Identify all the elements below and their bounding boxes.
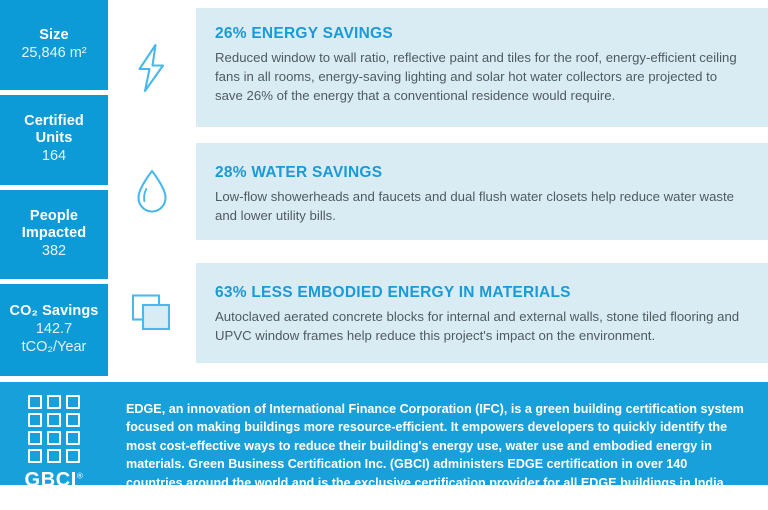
gbci-grid-cell xyxy=(66,449,80,463)
gbci-grid-cell xyxy=(28,431,42,445)
gbci-grid-icon xyxy=(28,395,80,463)
gbci-logo: GBCI® xyxy=(0,382,108,492)
feature-title-water-savings: 28% WATER SAVINGS xyxy=(215,164,383,181)
gbci-grid-cell xyxy=(28,413,42,427)
gbci-grid-cell xyxy=(47,395,61,409)
gbci-grid-cell xyxy=(66,431,80,445)
feature-panel-energy-savings: 26% ENERGY SAVINGS Reduced window to wal… xyxy=(196,8,768,127)
feature-description-energy-savings: Reduced window to wall ratio, reflective… xyxy=(215,50,737,103)
water-drop-icon xyxy=(108,143,196,240)
feature-panel-embodied-energy: 63% LESS EMBODIED ENERGY IN MATERIALS Au… xyxy=(196,263,768,363)
gbci-grid-cell xyxy=(47,431,61,445)
stat-card-certified-units: Certified Units 164 xyxy=(0,94,108,185)
feature-title-embodied-energy: 63% LESS EMBODIED ENERGY IN MATERIALS xyxy=(215,284,571,301)
feature-row-energy-savings: 26% ENERGY SAVINGS Reduced window to wal… xyxy=(108,8,768,127)
feature-row-embodied-energy: 63% LESS EMBODIED ENERGY IN MATERIALS Au… xyxy=(108,263,768,363)
stat-card-size: Size 25,846 m² xyxy=(0,0,108,90)
gbci-wordmark: GBCI® xyxy=(25,469,84,492)
stat-value-certified-units: 164 xyxy=(41,148,67,165)
gbci-grid-cell xyxy=(47,413,61,427)
stat-label-people-impacted: People Impacted xyxy=(21,207,87,242)
stat-unit-co2-savings: tCO₂/Year xyxy=(21,339,87,356)
footer-text-after-link: . xyxy=(295,493,299,508)
stat-card-people-impacted: People Impacted 382 xyxy=(0,189,108,280)
stacked-squares-icon xyxy=(108,263,196,363)
stat-card-co2-savings: CO₂ Savings 142.7 tCO₂/Year xyxy=(0,284,108,376)
feature-row-water-savings: 28% WATER SAVINGS Low-flow showerheads a… xyxy=(108,143,768,240)
gbci-registered-mark: ® xyxy=(76,471,84,481)
edge-certification-infographic: Size 25,846 m² Certified Units 164 Peopl… xyxy=(0,0,768,485)
feature-list: 26% ENERGY SAVINGS Reduced window to wal… xyxy=(108,0,768,376)
stat-label-size: Size xyxy=(39,26,69,43)
feature-description-embodied-energy: Autoclaved aerated concrete blocks for i… xyxy=(215,309,740,343)
gbci-grid-cell xyxy=(28,449,42,463)
stat-label-co2-savings: CO₂ Savings xyxy=(9,303,99,320)
footer-band: GBCI® EDGE, an innovation of Internation… xyxy=(0,382,768,508)
edge-gbci-link[interactable]: edge.gbci.org xyxy=(212,493,296,508)
stat-value-people-impacted: 382 xyxy=(41,243,67,260)
gbci-grid-cell xyxy=(28,395,42,409)
stat-label-certified-units: Certified Units xyxy=(24,113,84,147)
gbci-grid-cell xyxy=(47,449,61,463)
stat-value-size: 25,846 m² xyxy=(21,45,87,62)
gbci-wordmark-text: GBCI xyxy=(24,469,77,491)
footer-text-before-link: EDGE, an innovation of International Fin… xyxy=(126,402,744,508)
stats-sidebar: Size 25,846 m² Certified Units 164 Peopl… xyxy=(0,0,108,376)
gbci-grid-cell xyxy=(66,395,80,409)
stat-value-co2-savings: 142.7 xyxy=(35,321,73,338)
feature-description-water-savings: Low-flow showerheads and faucets and dua… xyxy=(215,189,735,223)
gbci-grid-cell xyxy=(66,413,80,427)
feature-title-energy-savings: 26% ENERGY SAVINGS xyxy=(215,25,393,42)
feature-panel-water-savings: 28% WATER SAVINGS Low-flow showerheads a… xyxy=(196,143,768,240)
lightning-bolt-icon xyxy=(108,8,196,127)
footer-description: EDGE, an innovation of International Fin… xyxy=(108,382,768,510)
